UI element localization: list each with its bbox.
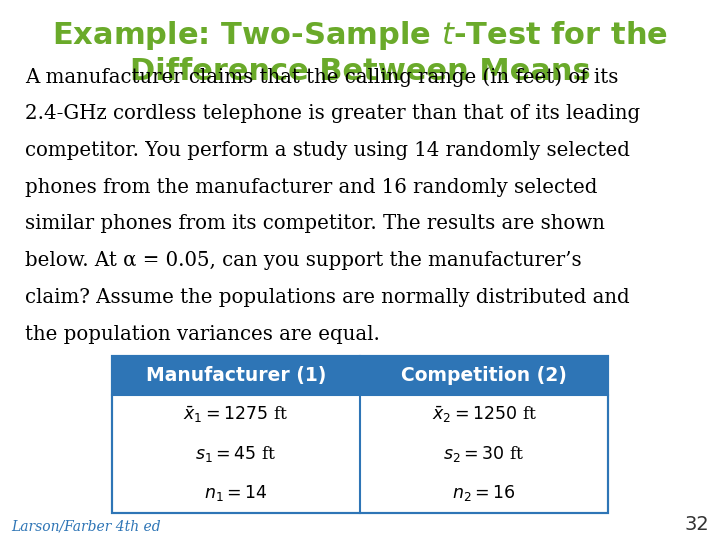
Text: claim? Assume the populations are normally distributed and: claim? Assume the populations are normal… [25,288,630,307]
Text: Manufacturer (1): Manufacturer (1) [145,366,326,386]
Text: $s_2 = 30$ ft: $s_2 = 30$ ft [444,444,525,464]
Text: competitor. You perform a study using 14 randomly selected: competitor. You perform a study using 14… [25,141,630,160]
Bar [112,395,608,513]
Text: $s_1 = 45$ ft: $s_1 = 45$ ft [195,444,276,464]
Text: Competition (2): Competition (2) [401,366,567,386]
Text: the population variances are equal.: the population variances are equal. [25,325,380,343]
Bar [112,356,608,513]
Text: $\bar{x}_2 = 1250$ ft: $\bar{x}_2 = 1250$ ft [431,404,537,425]
Text: $\bar{x}_1 = 1275$ ft: $\bar{x}_1 = 1275$ ft [183,404,289,425]
Text: 2.4-GHz cordless telephone is greater than that of its leading: 2.4-GHz cordless telephone is greater th… [25,104,640,123]
Text: similar phones from its competitor. The results are shown: similar phones from its competitor. The … [25,214,605,233]
Text: $n_2 = 16$: $n_2 = 16$ [452,483,516,503]
Text: $n_1 = 14$: $n_1 = 14$ [204,483,268,503]
Text: below. At α = 0.05, can you support the manufacturer’s: below. At α = 0.05, can you support the … [25,251,582,270]
Text: Larson/Farber 4th ed: Larson/Farber 4th ed [11,519,161,534]
Text: Difference Between Means: Difference Between Means [130,57,590,86]
Text: phones from the manufacturer and 16 randomly selected: phones from the manufacturer and 16 rand… [25,178,598,197]
Text: A manufacturer claims that the calling range (in feet) of its: A manufacturer claims that the calling r… [25,68,618,87]
Text: Example: Two-Sample $\mathit{t}$-Test for the: Example: Two-Sample $\mathit{t}$-Test fo… [52,19,668,52]
Bar [112,356,608,395]
Text: 32: 32 [685,515,709,534]
